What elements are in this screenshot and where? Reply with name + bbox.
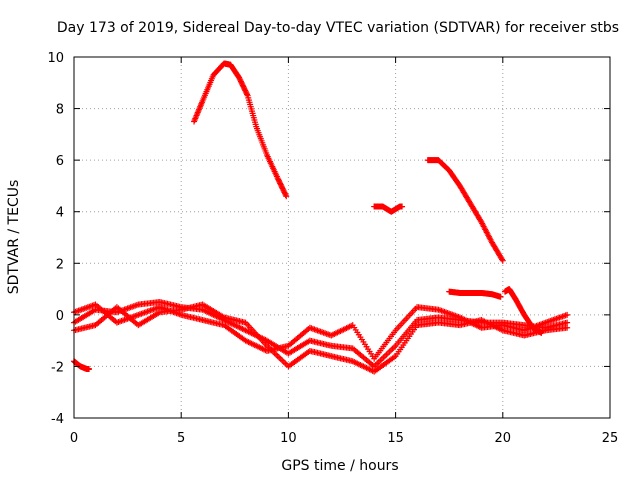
axis-ticks: [73, 56, 611, 419]
gridlines: [74, 57, 610, 418]
data-point: [564, 311, 571, 318]
x-axis-label: GPS time / hours: [281, 458, 398, 474]
data-marks: [71, 60, 571, 375]
series-arc-morning-peak: [191, 60, 290, 200]
series-arc-afternoon-decay: [424, 157, 506, 264]
data-point: [564, 319, 571, 326]
x-tick-label: 5: [177, 431, 185, 446]
x-tick-label: 20: [495, 431, 512, 446]
y-tick-label: 4: [56, 206, 64, 221]
y-tick-label: -4: [51, 412, 64, 427]
x-tick-label: 0: [70, 431, 78, 446]
plot-frame: [73, 56, 611, 419]
series-arc-late-flat: [446, 288, 504, 300]
y-tick-label: 8: [56, 103, 64, 118]
x-tick-label: 15: [387, 431, 404, 446]
series-arc-band-c: [71, 301, 571, 375]
y-tick-label: 0: [56, 309, 64, 324]
x-tick-label: 25: [602, 431, 619, 446]
data-point: [86, 366, 93, 373]
data-point: [283, 193, 290, 200]
data-point: [499, 256, 506, 263]
chart-title: Day 173 of 2019, Sidereal Day-to-day VTE…: [57, 20, 619, 36]
data-point: [399, 203, 406, 210]
y-tick-label: 6: [56, 154, 64, 169]
y-tick-label: 10: [47, 51, 64, 66]
series-arc-mid-short: [371, 203, 406, 215]
data-point: [564, 324, 571, 331]
data-point: [499, 257, 506, 264]
data-point: [244, 91, 251, 98]
x-tick-labels: 0 5 10 15 20 25: [70, 431, 618, 446]
y-tick-labels: -4 -2 0 2 4 6 8 10: [47, 51, 64, 427]
y-tick-label: 2: [56, 257, 64, 272]
data-point: [282, 191, 289, 198]
series-arc-early-negative: [71, 358, 93, 373]
y-tick-label: -2: [51, 360, 64, 375]
data-point: [497, 293, 504, 300]
x-tick-label: 10: [280, 431, 297, 446]
y-axis-label: SDTVAR / TECUs: [6, 180, 22, 295]
